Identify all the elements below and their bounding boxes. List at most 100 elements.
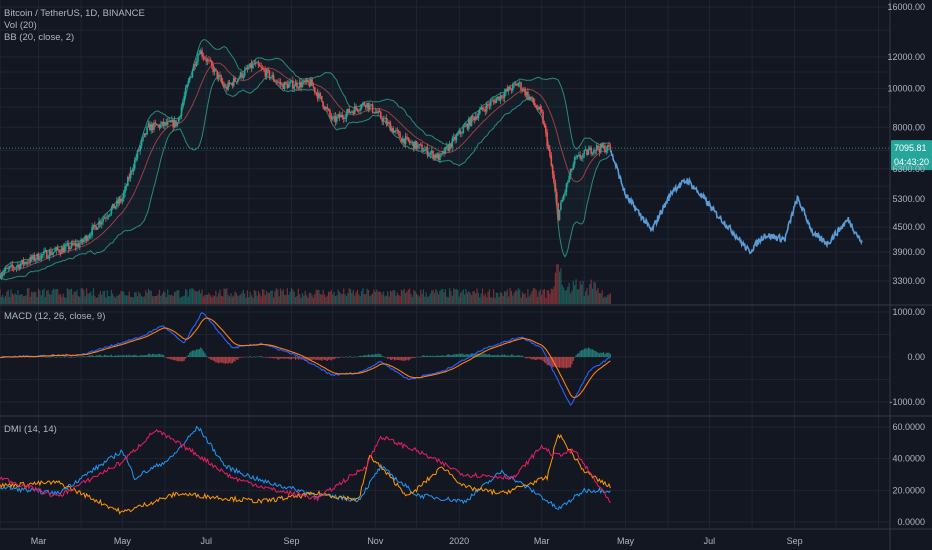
macd-histogram-bar — [292, 357, 294, 359]
volume-bar — [191, 288, 194, 304]
candle — [162, 118, 165, 129]
symbol-title[interactable]: Bitcoin / TetherUS, 1D, BINANCE — [4, 8, 145, 19]
macd-histogram-bar — [314, 357, 316, 360]
candle — [11, 260, 14, 272]
candle-body — [406, 136, 408, 138]
candle-body — [223, 83, 225, 88]
macd-histogram-bar — [597, 352, 599, 357]
macd-histogram-bar — [498, 355, 500, 357]
candle — [88, 232, 91, 240]
candle-body — [195, 61, 198, 66]
candle — [155, 123, 158, 126]
macd-histogram-bar — [109, 355, 111, 357]
volume-bar — [322, 289, 324, 304]
macd-histogram-bar — [517, 355, 519, 357]
candle-body — [468, 118, 470, 129]
candle-body — [43, 251, 45, 255]
candle — [28, 258, 30, 265]
candle — [472, 114, 474, 122]
volume-bar — [237, 295, 239, 304]
candle-body — [417, 145, 419, 149]
macd-histogram-bar — [513, 355, 515, 357]
candle — [433, 154, 436, 161]
macd-indicator-label[interactable]: MACD (12, 26, close, 9) — [4, 311, 106, 322]
macd-histogram-bar — [297, 357, 299, 360]
macd-histogram-bar — [360, 356, 363, 357]
volume-bar — [149, 290, 151, 304]
volume-bar — [231, 296, 233, 304]
macd-histogram-bar — [332, 357, 334, 360]
candle — [606, 144, 609, 154]
candle-body — [73, 243, 76, 245]
volume-bar — [472, 291, 474, 304]
candle — [536, 104, 539, 111]
macd-histogram-bar — [480, 354, 482, 357]
candle-body — [466, 124, 469, 129]
candle — [289, 77, 291, 88]
candle — [76, 239, 78, 251]
volume-bar — [475, 293, 477, 304]
candle — [298, 78, 301, 91]
candle-body — [182, 101, 184, 108]
candle — [377, 108, 379, 117]
candle — [43, 247, 45, 259]
candle-body — [461, 133, 463, 135]
candle-body — [595, 145, 598, 151]
candle-body — [127, 177, 129, 186]
volume-bar — [39, 290, 41, 304]
candle-body — [307, 79, 309, 83]
candle-body — [221, 81, 224, 84]
candle-body — [558, 209, 561, 221]
price-pane-legend: Bitcoin / TetherUS, 1D, BINANCE Vol (20)… — [4, 8, 145, 44]
candle-body — [485, 103, 488, 112]
candle — [338, 111, 341, 121]
volume-bar — [26, 288, 29, 304]
candle-body — [194, 64, 197, 66]
candle-body — [498, 96, 500, 101]
candle — [136, 149, 139, 162]
candle-body — [227, 82, 230, 90]
candle-body — [87, 237, 89, 241]
candle-body — [65, 244, 67, 247]
volume-bar — [58, 294, 60, 304]
macd-histogram-bar — [409, 357, 411, 360]
volume-bar — [417, 294, 419, 304]
candle — [371, 102, 374, 114]
volume-bar — [305, 295, 308, 304]
candle-body — [242, 75, 245, 78]
volume-bar — [345, 296, 348, 304]
macd-histogram-bar — [318, 357, 320, 361]
candle — [194, 60, 197, 70]
bollinger-bands-label[interactable]: BB (20, close, 2) — [4, 32, 75, 43]
candle — [320, 95, 323, 102]
macd-histogram-bar — [90, 355, 92, 357]
dmi-indicator-label[interactable]: DMI (14, 14) — [4, 424, 57, 435]
candle — [566, 179, 569, 188]
candle-body — [41, 254, 44, 256]
volume-bar — [411, 296, 414, 304]
volume-bar — [94, 295, 96, 304]
macd-histogram-bar — [535, 357, 537, 361]
candle-body — [602, 145, 605, 148]
volume-bar — [79, 296, 81, 304]
candle — [113, 203, 115, 209]
candle — [326, 103, 329, 112]
candle-body — [360, 104, 363, 109]
macd-histogram-bar — [527, 357, 529, 359]
volume-bar — [476, 288, 478, 304]
volume-indicator-label[interactable]: Vol (20) — [4, 20, 37, 31]
volume-bar — [552, 289, 554, 304]
time-axis-tick: Mar — [534, 536, 550, 546]
candle — [443, 147, 445, 157]
candle-body — [94, 224, 96, 227]
candle-body — [76, 243, 78, 247]
macd-histogram-bar — [545, 357, 547, 364]
volume-bar — [110, 289, 112, 304]
candle-body — [10, 264, 12, 267]
macd-histogram-bar — [64, 357, 66, 358]
candle — [496, 96, 499, 101]
candle-body — [329, 110, 331, 116]
candle-body — [351, 111, 353, 113]
macd-histogram-bar — [569, 357, 572, 368]
